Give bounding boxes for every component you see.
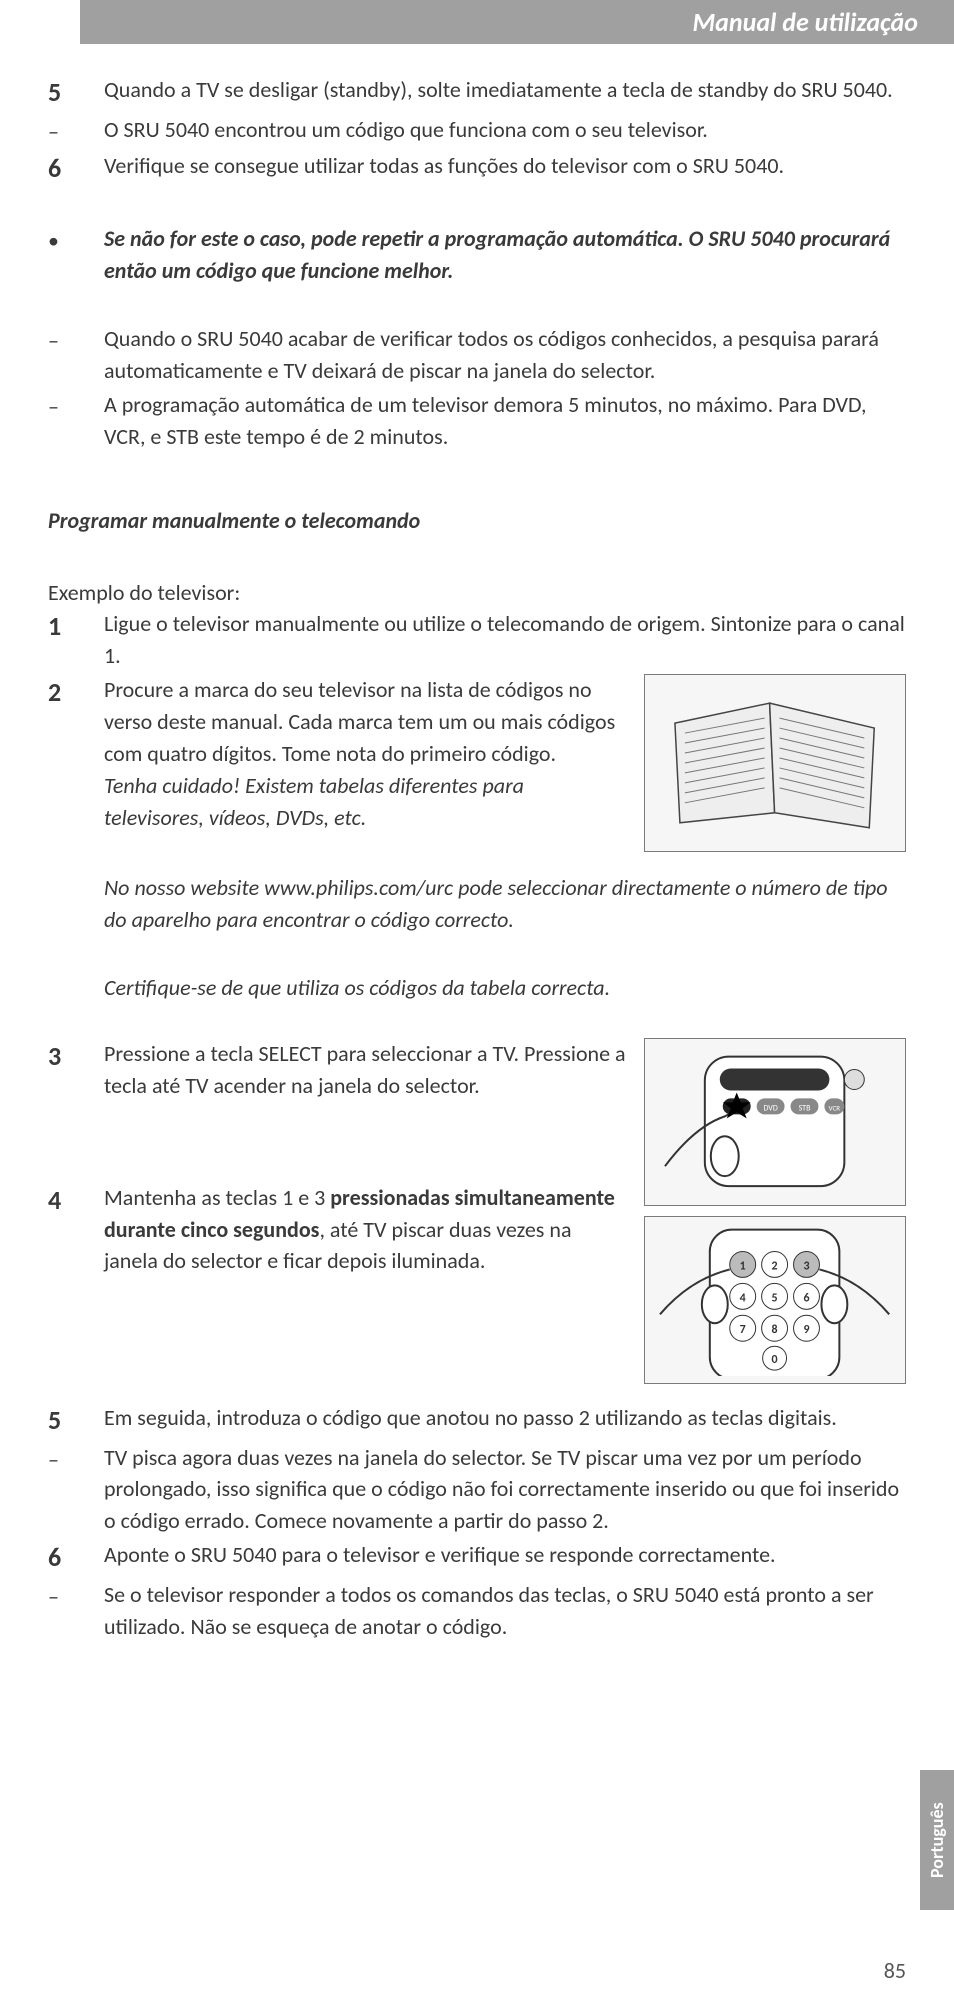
dash-marker: – (48, 1442, 104, 1538)
step-4-text: Mantenha as teclas 1 e 3 pressionadas si… (104, 1182, 628, 1278)
step-2-p1: Procure a marca do seu televisor na list… (104, 676, 615, 767)
svg-text:DVD: DVD (764, 1104, 778, 1114)
section-heading-manual: Programar manualmente o telecomando (48, 505, 906, 537)
step-number-2: 2 (48, 674, 104, 852)
dash-item-2: – Quando o SRU 5040 acabar de verificar … (48, 323, 906, 387)
svg-text:8: 8 (772, 1324, 778, 1338)
step-4-pre: Mantenha as teclas 1 e 3 (104, 1184, 330, 1211)
step-6b-text: Aponte o SRU 5040 para o televisor e ver… (104, 1539, 906, 1577)
svg-text:VCR: VCR (829, 1104, 841, 1113)
svg-text:5: 5 (772, 1292, 778, 1306)
dash-marker: – (48, 389, 104, 453)
bullet-line1: Se não for este o caso, pode repetir a p… (104, 225, 684, 252)
step-3: 3 Pressione a tecla SELECT para seleccio… (48, 1038, 628, 1102)
dash-1-text: O SRU 5040 encontrou um código que funci… (104, 114, 906, 148)
step-number-6: 6 (48, 150, 104, 188)
step-2-certify: Certifique-se de que utiliza os códigos … (104, 972, 906, 1004)
step-6a-text: Verifique se consegue utilizar todas as … (104, 150, 906, 188)
step-number-5b: 5 (48, 1402, 104, 1440)
header-title: Manual de utilização (692, 6, 918, 38)
svg-text:6: 6 (804, 1292, 810, 1306)
remote-press-tv-illustration: TV DVD STB VCR (644, 1038, 906, 1206)
step-1-text: Ligue o televisor manualmente ou utilize… (104, 608, 906, 672)
remote-press-1-3-illustration: 1 2 3 4 5 6 7 8 9 0 (644, 1216, 906, 1384)
dash-marker: – (48, 1579, 104, 1643)
step-3-4-textcol: 3 Pressione a tecla SELECT para seleccio… (48, 1038, 628, 1279)
step-2-textcol: Procure a marca do seu televisor na list… (104, 674, 628, 833)
step-2: 2 Procure a marca do seu televisor na li… (48, 674, 906, 852)
figures-col: TV DVD STB VCR 1 2 3 4 (644, 1038, 906, 1384)
dash-item-b: – Se o televisor responder a todos os co… (48, 1579, 906, 1643)
dash-3-text: A programação automática de um televisor… (104, 389, 906, 453)
language-tab: Português (920, 1770, 954, 1910)
step-number-3: 3 (48, 1038, 104, 1102)
header-bar: Manual de utilização (80, 0, 954, 44)
step-2-figwrap: Procure a marca do seu televisor na list… (104, 674, 906, 852)
bullet-marker: • (48, 223, 104, 287)
dash-a-text: TV pisca agora duas vezes na janela do s… (104, 1442, 906, 1538)
dash-item-3: – A programação automática de um televis… (48, 389, 906, 453)
svg-text:4: 4 (740, 1292, 746, 1306)
dash-2-text: Quando o SRU 5040 acabar de verificar to… (104, 323, 906, 387)
step-2-website: No nosso website www.philips.com/urc pod… (104, 872, 906, 936)
page-number: 85 (884, 1957, 906, 1984)
dash-b-text: Se o televisor responder a todos os coma… (104, 1579, 906, 1643)
svg-text:2: 2 (772, 1260, 778, 1274)
svg-text:STB: STB (799, 1104, 811, 1114)
step-4: 4 Mantenha as teclas 1 e 3 pressionadas … (48, 1182, 628, 1278)
svg-text:7: 7 (740, 1324, 746, 1338)
step-5b: 5 Em seguida, introduza o código que ano… (48, 1402, 906, 1440)
step-5a: 5 Quando a TV se desligar (standby), sol… (48, 74, 906, 112)
page-content: 5 Quando a TV se desligar (standby), sol… (0, 44, 954, 1643)
dash-item-1: – O SRU 5040 encontrou um código que fun… (48, 114, 906, 148)
step-5a-text: Quando a TV se desligar (standby), solte… (104, 74, 906, 112)
step-number-6b: 6 (48, 1539, 104, 1577)
step-1: 1 Ligue o televisor manualmente ou utili… (48, 608, 906, 672)
step-5b-text: Em seguida, introduza o código que anoto… (104, 1402, 906, 1440)
dash-item-a: – TV pisca agora duas vezes na janela do… (48, 1442, 906, 1538)
language-tab-label: Português (926, 1802, 948, 1878)
bullet-note: • Se não for este o caso, pode repetir a… (48, 223, 906, 287)
code-booklet-illustration (644, 674, 906, 852)
step-number-5: 5 (48, 74, 104, 112)
bullet-note-text: Se não for este o caso, pode repetir a p… (104, 223, 906, 287)
step-3-text: Pressione a tecla SELECT para selecciona… (104, 1038, 628, 1102)
svg-text:0: 0 (772, 1354, 778, 1368)
step-6b: 6 Aponte o SRU 5040 para o televisor e v… (48, 1539, 906, 1577)
svg-text:9: 9 (804, 1324, 810, 1338)
intro-line: Exemplo do televisor: (48, 577, 906, 609)
dash-marker: – (48, 323, 104, 387)
svg-text:3: 3 (804, 1260, 810, 1274)
step-6a: 6 Verifique se consegue utilizar todas a… (48, 150, 906, 188)
step-2-caution: Tenha cuidado! Existem tabelas diferente… (104, 772, 524, 831)
svg-text:1: 1 (740, 1260, 746, 1274)
step-3-4-wrap: 3 Pressione a tecla SELECT para seleccio… (48, 1038, 906, 1384)
step-2-body: Procure a marca do seu televisor na list… (104, 674, 906, 852)
step-number-1: 1 (48, 608, 104, 672)
step-number-4: 4 (48, 1182, 104, 1278)
dash-marker: – (48, 114, 104, 148)
